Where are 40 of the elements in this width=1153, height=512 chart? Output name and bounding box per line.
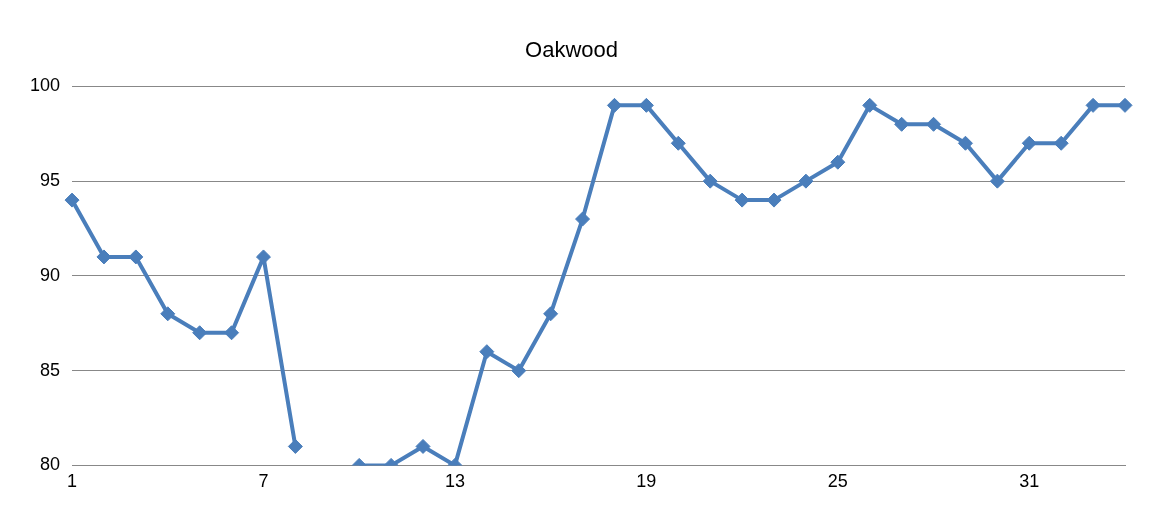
point: [287, 438, 303, 454]
point: [479, 344, 495, 360]
point: [734, 192, 750, 208]
x-tick-label: 31: [1019, 471, 1040, 492]
y-tick-label: 90: [40, 264, 61, 285]
point: [160, 306, 176, 322]
point: [702, 173, 718, 189]
point: [798, 173, 814, 189]
chart-title: Oakwood: [525, 37, 618, 63]
point: [1053, 135, 1069, 151]
y-tick-label: 100: [29, 75, 61, 96]
point: [670, 135, 686, 151]
point: [1117, 97, 1133, 113]
point: [638, 97, 654, 113]
x-tick-label: 1: [67, 471, 78, 492]
point: [192, 325, 208, 341]
x-tick-label: 25: [827, 471, 848, 492]
x-tick-label: 19: [636, 471, 657, 492]
point: [543, 306, 559, 322]
y-tick-label: 85: [40, 359, 61, 380]
point: [1085, 97, 1101, 113]
point: [862, 97, 878, 113]
x-tick-label: 7: [258, 471, 269, 492]
y-tick-label: 95: [40, 170, 61, 191]
point: [128, 249, 144, 265]
point: [766, 192, 782, 208]
point: [894, 116, 910, 132]
point: [989, 173, 1005, 189]
point: [511, 363, 527, 379]
point: [415, 438, 431, 454]
point: [1021, 135, 1037, 151]
point: [926, 116, 942, 132]
point: [830, 154, 846, 170]
point: [64, 192, 80, 208]
point: [606, 97, 622, 113]
y-tick-label: 80: [40, 454, 61, 475]
point: [957, 135, 973, 151]
point: [224, 325, 240, 341]
x-tick-label: 13: [444, 471, 465, 492]
point: [575, 211, 591, 227]
